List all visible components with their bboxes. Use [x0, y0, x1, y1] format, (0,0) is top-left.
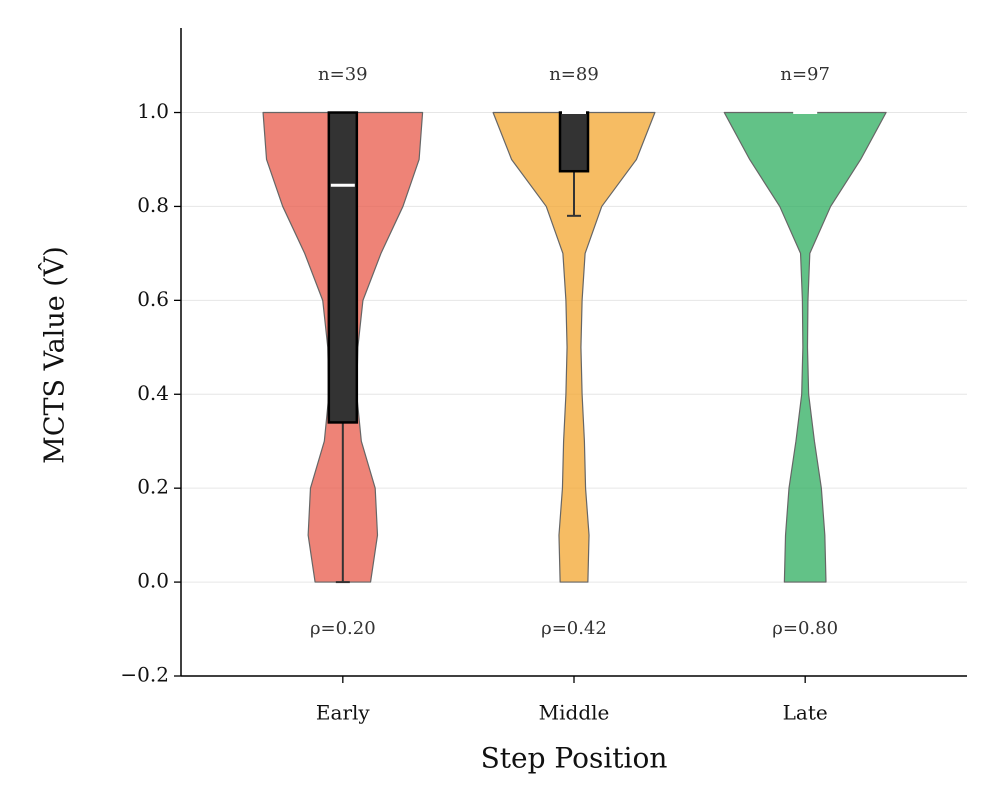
x-tick-label: Middle: [539, 701, 610, 725]
y-tick-label: 0.8: [137, 193, 169, 217]
n-label: n=89: [549, 64, 599, 85]
x-tick-label: Early: [316, 701, 370, 725]
x-axis-label: Step Position: [481, 742, 668, 775]
y-tick-label: 1.0: [137, 99, 169, 123]
y-tick-label: 0.6: [137, 287, 169, 311]
violin: [723, 111, 887, 583]
y-tick-label: 0.0: [137, 569, 169, 593]
rho-label: ρ=0.20: [310, 618, 376, 639]
x-tick-label: Late: [783, 701, 828, 725]
rho-label: ρ=0.42: [541, 618, 607, 639]
box: [327, 111, 359, 424]
y-tick-label: 0.2: [137, 475, 169, 499]
n-label: n=39: [318, 64, 368, 85]
y-axis-label: MCTS Value (V̂): [38, 246, 71, 464]
rho-label: ρ=0.80: [772, 618, 838, 639]
n-label: n=97: [780, 64, 830, 85]
violin: [492, 111, 656, 583]
y-tick-label: −0.2: [120, 663, 169, 687]
box: [558, 111, 590, 173]
y-tick-label: 0.4: [137, 381, 169, 405]
